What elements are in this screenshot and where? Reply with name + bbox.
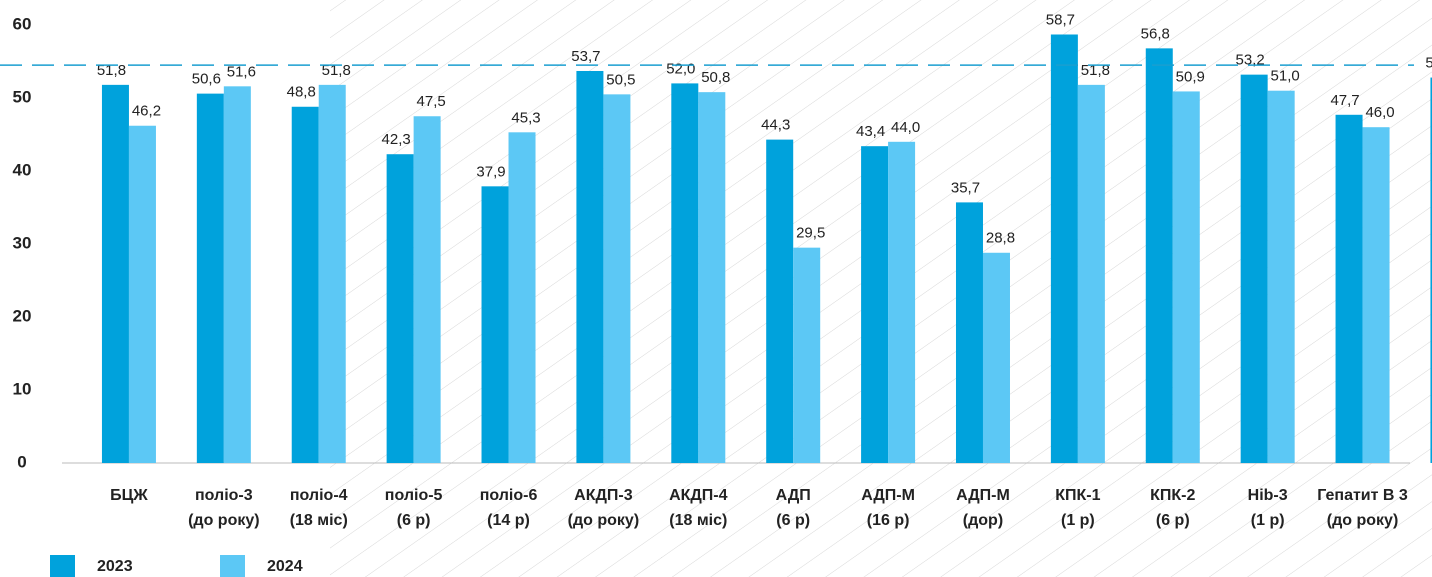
- x-tick-label: (до року): [188, 512, 259, 529]
- bar: [766, 139, 794, 464]
- y-tick-label: 40: [13, 160, 32, 179]
- legend-label: 2023: [97, 558, 133, 575]
- bar: [861, 146, 889, 463]
- x-tick-label: БЦЖ: [110, 487, 148, 504]
- value-label: 50,9: [1176, 68, 1205, 85]
- bar: [1172, 91, 1200, 464]
- value-label: 51,6: [227, 63, 256, 80]
- bar: [196, 93, 224, 464]
- y-tick-label: 30: [13, 233, 32, 252]
- value-label: 47,5: [417, 93, 446, 110]
- x-tick-label: АДП: [776, 487, 811, 504]
- bar: [1267, 90, 1295, 463]
- bar: [1240, 74, 1268, 463]
- bar: [128, 125, 156, 464]
- x-tick-label: (16 р): [867, 512, 910, 529]
- bar: [793, 247, 821, 463]
- y-tick-label: 60: [13, 14, 32, 33]
- x-tick-label: поліо-4: [290, 487, 348, 504]
- x-tick-label: КПК-1: [1055, 487, 1100, 504]
- value-label: 45,3: [511, 109, 540, 126]
- value-label: 46,0: [1365, 104, 1394, 121]
- value-label: 51,8: [322, 62, 351, 79]
- x-tick-label: (до року): [1327, 512, 1398, 529]
- bar: [698, 92, 726, 463]
- bar: [955, 202, 983, 463]
- x-tick-label: АКДП-4: [669, 487, 728, 504]
- x-tick-label: поліо-5: [385, 487, 443, 504]
- x-tick-label: (18 міс): [290, 512, 348, 529]
- bar: [291, 106, 319, 463]
- value-label: 42,3: [382, 131, 411, 148]
- bar: [318, 84, 346, 464]
- bar: [481, 186, 509, 463]
- x-tick-label: (6 р): [397, 512, 431, 529]
- bar: [413, 116, 441, 463]
- value-label: 51,0: [1271, 68, 1300, 85]
- bar: [1050, 34, 1078, 464]
- x-tick-label: Гепатит В 3: [1317, 487, 1408, 504]
- y-tick-label: 0: [17, 452, 26, 471]
- bar: [888, 141, 916, 464]
- value-label: 56,8: [1141, 25, 1170, 42]
- value-label: 44,3: [761, 117, 790, 134]
- x-tick-label: (1 р): [1061, 512, 1095, 529]
- value-label: 47,7: [1330, 92, 1359, 109]
- value-label: 43,4: [856, 123, 885, 140]
- value-label: 46,2: [132, 103, 161, 120]
- bar: [1077, 84, 1105, 464]
- legend-swatch: [50, 555, 75, 577]
- x-tick-label: (18 міс): [669, 512, 727, 529]
- x-tick-label: АДП-М: [861, 487, 915, 504]
- value-label: 52,0: [666, 60, 695, 77]
- value-label: 28,8: [986, 230, 1015, 247]
- value-label: 50,8: [701, 69, 730, 86]
- x-tick-label: поліо-6: [480, 487, 538, 504]
- value-label: 50,6: [192, 71, 221, 88]
- y-tick-label: 20: [13, 306, 32, 325]
- legend-label: 2024: [267, 558, 303, 575]
- value-label: 51,8: [97, 62, 126, 79]
- x-tick-label: (до року): [568, 512, 639, 529]
- x-tick-label: АКДП-3: [574, 487, 633, 504]
- x-tick-label: Hib-3: [1248, 487, 1288, 504]
- y-tick-label: 50: [13, 87, 32, 106]
- bar: [1335, 114, 1363, 463]
- bar: [223, 86, 251, 463]
- value-label: 48,8: [287, 84, 316, 101]
- value-label: 37,9: [476, 163, 505, 180]
- bar: [508, 132, 536, 463]
- bar: [671, 83, 699, 464]
- value-label: 53,7: [571, 48, 600, 65]
- bar: [576, 70, 604, 464]
- value-label: 51,8: [1081, 62, 1110, 79]
- bar: [1362, 127, 1390, 463]
- value-label: 29,5: [796, 225, 825, 242]
- value-label: 50,5: [606, 71, 635, 88]
- x-tick-label: (6 р): [776, 512, 810, 529]
- x-tick-label: поліо-3: [195, 487, 253, 504]
- x-tick-label: (14 р): [487, 512, 530, 529]
- x-tick-label: (дор): [963, 512, 1003, 529]
- value-label: 58,7: [1046, 11, 1075, 28]
- x-tick-label: КПК-2: [1150, 487, 1195, 504]
- bar: [1430, 77, 1432, 463]
- bar: [982, 252, 1010, 463]
- x-tick-label: (1 р): [1251, 512, 1285, 529]
- bar: [101, 84, 129, 464]
- value-label: 44,0: [891, 119, 920, 136]
- value-label: 52,8: [1425, 55, 1432, 72]
- legend-swatch: [220, 555, 245, 577]
- value-label: 35,7: [951, 179, 980, 196]
- bar: [386, 154, 414, 463]
- bar: [1145, 48, 1173, 464]
- x-tick-label: (6 р): [1156, 512, 1190, 529]
- x-tick-label: АДП-М: [956, 487, 1010, 504]
- bar: [603, 94, 631, 463]
- y-tick-label: 10: [13, 379, 32, 398]
- value-label: 53,2: [1236, 52, 1265, 69]
